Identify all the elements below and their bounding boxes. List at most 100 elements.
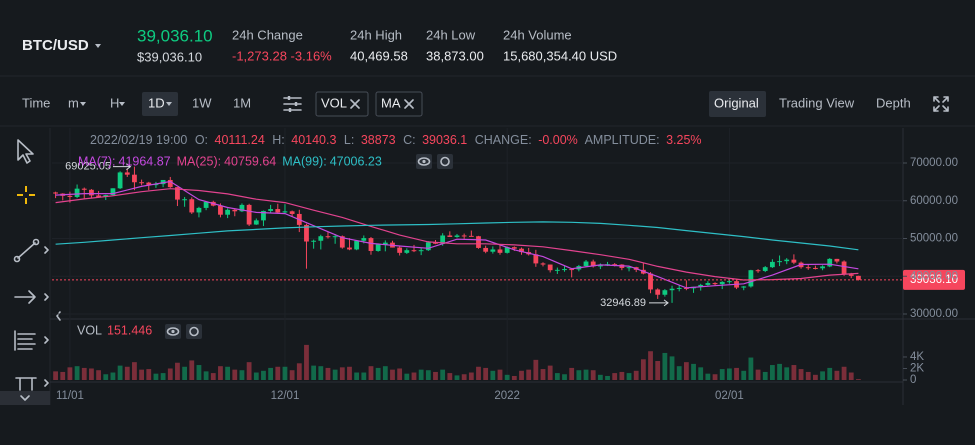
- volume-bar: [633, 370, 639, 380]
- candle-body: [461, 235, 467, 237]
- volume-bar: [232, 369, 238, 380]
- volume-bar: [347, 366, 352, 380]
- high-arrow: [113, 163, 132, 171]
- candle-body: [397, 247, 403, 253]
- vol-settings[interactable]: [186, 324, 202, 339]
- volume-bar: [476, 366, 481, 380]
- volume-bar: [404, 373, 410, 380]
- vol-visibility[interactable]: [165, 324, 181, 339]
- ma-line: [55, 180, 859, 289]
- symbol-caret[interactable]: [95, 44, 101, 48]
- pupil: [422, 159, 426, 164]
- candle-body: [203, 201, 209, 208]
- x-tick-label: 02/01: [715, 390, 744, 402]
- pane-collapse-caret[interactable]: [56, 311, 61, 321]
- interval-button[interactable]: 1M: [233, 95, 251, 110]
- time-button[interactable]: Time: [22, 95, 50, 110]
- symbol[interactable]: BTC/USD: [22, 37, 89, 54]
- candle-body: [662, 290, 668, 295]
- y-tick-label: 30000.00: [910, 308, 958, 320]
- volume-bar: [683, 362, 689, 380]
- volume-bar: [425, 370, 431, 380]
- icon-bg: [186, 324, 202, 339]
- volume-bar: [390, 369, 395, 380]
- sidebar-collapse-caret[interactable]: [20, 395, 30, 401]
- volume-bar: [354, 372, 360, 380]
- candle-body: [540, 263, 546, 265]
- candle-body: [440, 235, 446, 244]
- candle-body: [748, 270, 754, 287]
- view-button[interactable]: Depth: [876, 95, 911, 110]
- arrow-tool[interactable]: [14, 290, 36, 304]
- candle-body: [719, 281, 725, 285]
- candle-body: [820, 266, 825, 269]
- volume-bar: [468, 372, 474, 380]
- candle-body: [425, 242, 431, 251]
- stat-value: 40,469.58: [350, 48, 408, 63]
- volume-bar: [841, 366, 847, 380]
- volume-bar: [569, 367, 575, 380]
- sidebar-collapse-bg[interactable]: [0, 391, 50, 405]
- cursor-tool[interactable]: [17, 139, 34, 164]
- volume-bar: [433, 371, 438, 380]
- interval-button[interactable]: H: [110, 95, 119, 110]
- ma-chip[interactable]: [375, 91, 423, 117]
- interval-button[interactable]: 1D: [148, 95, 165, 110]
- volume-bar: [332, 369, 338, 380]
- volume-bar: [89, 368, 94, 380]
- trendline-tool[interactable]: [13, 238, 40, 263]
- stat-value: 15,680,354.40 USD: [503, 48, 617, 63]
- indicator-chip-label[interactable]: MA: [381, 95, 401, 110]
- volume-bar: [275, 366, 281, 380]
- view-button[interactable]: Original: [714, 95, 759, 110]
- candle-body: [669, 288, 675, 291]
- vol-legend-label: VOL: [77, 323, 102, 337]
- indicator-chip-label[interactable]: VOL: [321, 95, 347, 110]
- interval-button[interactable]: 1W: [192, 95, 212, 110]
- volume-bar: [626, 373, 632, 380]
- candle-body: [67, 195, 73, 197]
- volume-bar: [827, 367, 833, 380]
- volume-bar: [640, 359, 646, 380]
- candle-body: [375, 244, 381, 251]
- candle-body: [562, 269, 567, 271]
- candle-body: [497, 249, 503, 253]
- candle-body: [476, 236, 481, 248]
- chip-close-icons[interactable]: [350, 99, 414, 109]
- candle-body: [253, 220, 259, 225]
- candle-body: [110, 188, 116, 196]
- icon-bg: [437, 154, 453, 169]
- info-label: C:: [403, 133, 416, 147]
- volume-bar: [411, 372, 417, 380]
- ma-legend-name: MA(7):: [78, 154, 116, 168]
- candle-body: [433, 242, 438, 244]
- last-price-tag: 39036.10: [910, 274, 958, 286]
- settings-icon[interactable]: [283, 96, 302, 112]
- lines-tool[interactable]: [14, 330, 36, 351]
- vol-chip[interactable]: [315, 91, 369, 117]
- candle-body: [160, 179, 166, 185]
- ma-legend-name: MA(99):: [282, 154, 326, 168]
- tool-expand-carets[interactable]: [44, 246, 49, 387]
- crosshair-tool[interactable]: [17, 186, 35, 204]
- volume-bar: [648, 351, 653, 380]
- candle-body: [268, 209, 274, 211]
- info-label: H:: [272, 133, 285, 147]
- candle-body: [519, 248, 524, 253]
- ma-settings[interactable]: [437, 154, 453, 169]
- view-button[interactable]: Trading View: [779, 95, 855, 110]
- interval-button[interactable]: m: [68, 95, 79, 110]
- candle-body: [726, 281, 732, 283]
- candle-body: [182, 199, 188, 201]
- y-tick-label: 60000.00: [910, 195, 958, 207]
- volume-bar: [81, 367, 87, 380]
- measure-tool[interactable]: [15, 377, 37, 391]
- candle-body: [189, 199, 195, 213]
- volume-bar: [834, 370, 840, 380]
- fullscreen-icon[interactable]: [933, 96, 949, 112]
- ma-legend-value: 40759.64: [224, 154, 276, 168]
- candle-body: [590, 261, 596, 267]
- ma-visibility[interactable]: [416, 154, 432, 169]
- candle-body: [347, 247, 352, 250]
